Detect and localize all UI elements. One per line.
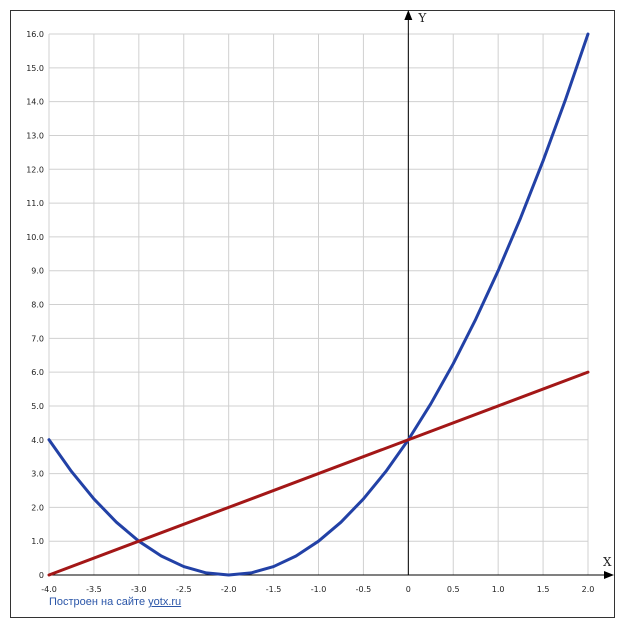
y-tick-label: 12.0: [26, 165, 44, 174]
x-tick-label: -0.5: [356, 585, 372, 594]
axes: X Y: [49, 10, 614, 579]
x-tick-label: -1.5: [266, 585, 282, 594]
y-tick-label: 0: [39, 571, 44, 580]
y-tick-label: 11.0: [26, 199, 44, 208]
x-tick-label: 2.0: [582, 585, 595, 594]
series-line-2: [47, 370, 590, 577]
x-tick-label: -1.0: [311, 585, 327, 594]
grid: [48, 33, 589, 576]
y-tick-label: 10.0: [26, 233, 44, 242]
x-axis-title: X: [603, 555, 612, 569]
y-tick-label: 4.0: [31, 436, 44, 445]
y-tick-label: 9.0: [31, 267, 44, 276]
series-lines: [47, 32, 590, 577]
x-axis-arrow: [604, 571, 614, 579]
x-tick-labels: -4.0 -3.5 -3.0 -2.5 -2.0 -1.5 -1.0 -0.5 0 0.5 1.0 1…: [41, 585, 594, 594]
x-tick-label: 1.0: [492, 585, 505, 594]
x-tick-label: 0: [406, 585, 411, 594]
credit-prefix: Построен на сайте: [49, 596, 149, 608]
credit-text: Построен на сайте yotx.ru: [49, 596, 181, 608]
x-tick-label: -4.0: [41, 585, 57, 594]
y-tick-label: 1.0: [31, 537, 44, 546]
x-tick-label: 0.5: [447, 585, 460, 594]
x-tick-label: -3.0: [131, 585, 147, 594]
y-tick-label: 6.0: [31, 368, 44, 377]
x-tick-label: -2.5: [176, 585, 192, 594]
y-axis-title: Y: [417, 11, 427, 25]
credit-link[interactable]: yotx.ru: [148, 596, 182, 608]
y-tick-label: 5.0: [31, 402, 44, 411]
x-tick-label: 1.5: [537, 585, 550, 594]
y-tick-label: 13.0: [26, 131, 44, 140]
y-tick-label: 8.0: [31, 301, 44, 310]
x-tick-label: -2.0: [221, 585, 237, 594]
y-tick-label: 15.0: [26, 64, 44, 73]
y-tick-label: 3.0: [31, 470, 44, 479]
y-axis-arrow: [404, 10, 413, 20]
y-tick-label: 7.0: [31, 334, 44, 343]
y-tick-label: 16.0: [26, 30, 44, 39]
y-tick-label: 2.0: [31, 503, 44, 512]
x-tick-label: -3.5: [86, 585, 102, 594]
y-tick-label: 14.0: [26, 98, 44, 107]
y-tick-labels: 0 1.0 2.0 3.0 4.0 5.0 6.0 7.0 8.0 9.0 10.0 11.0 12.0…: [26, 30, 44, 580]
